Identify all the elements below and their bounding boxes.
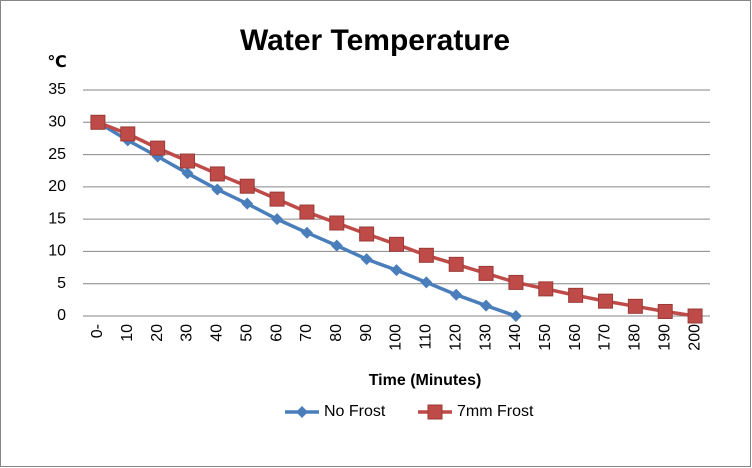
marker xyxy=(209,166,225,182)
marker xyxy=(478,265,494,281)
legend-item: 7mm Frost xyxy=(418,403,534,420)
marker xyxy=(181,167,194,180)
marker xyxy=(568,287,584,303)
x-tick-label: 0- xyxy=(89,324,106,338)
marker xyxy=(300,226,313,239)
x-tick-label: 40 xyxy=(209,324,226,342)
x-tick-label: 130 xyxy=(477,324,494,351)
y-tick-label: 15 xyxy=(48,210,66,227)
marker xyxy=(90,114,106,130)
marker xyxy=(480,299,493,312)
x-tick-label: 50 xyxy=(238,324,255,342)
marker xyxy=(687,308,703,324)
legend-label: No Frost xyxy=(324,403,386,420)
marker xyxy=(450,288,463,301)
x-tick-label: 30 xyxy=(179,324,196,342)
y-tick-label: 5 xyxy=(57,275,66,292)
marker xyxy=(330,239,343,252)
x-tick-label: 60 xyxy=(268,324,285,342)
legend-marker xyxy=(427,404,443,420)
x-tick-label: 190 xyxy=(656,324,673,351)
marker xyxy=(420,276,433,289)
marker xyxy=(180,153,195,169)
y-axis-label: ℃ xyxy=(47,54,66,71)
marker xyxy=(657,303,673,319)
x-tick-label: 10 xyxy=(119,324,136,342)
x-tick-label: 120 xyxy=(447,324,464,351)
legend-label: 7mm Frost xyxy=(457,403,534,420)
marker xyxy=(269,191,285,207)
marker xyxy=(360,253,373,266)
x-tick-label: 200 xyxy=(686,324,703,351)
y-tick-label: 35 xyxy=(48,81,66,98)
marker xyxy=(120,126,136,142)
y-tick-label: 20 xyxy=(48,178,66,195)
x-tick-label: 170 xyxy=(597,324,614,351)
x-tick-label: 180 xyxy=(627,324,644,351)
chart-title: Water Temperature xyxy=(240,24,510,57)
x-tick-label: 100 xyxy=(388,324,405,351)
marker xyxy=(627,298,643,314)
marker xyxy=(389,236,404,252)
marker xyxy=(329,215,345,231)
x-tick-label: 90 xyxy=(358,324,375,342)
marker xyxy=(598,293,613,309)
marker xyxy=(211,183,224,196)
y-tick-label: 25 xyxy=(48,146,66,163)
x-tick-label: 150 xyxy=(537,324,554,351)
marker xyxy=(509,310,522,322)
marker xyxy=(448,256,464,272)
marker xyxy=(508,274,524,290)
y-tick-label: 30 xyxy=(48,114,66,131)
x-tick-label: 70 xyxy=(298,324,315,342)
y-tick-label: 10 xyxy=(48,243,66,260)
legend-marker xyxy=(296,406,308,418)
x-tick-label: 160 xyxy=(567,324,584,351)
legend-item: No Frost xyxy=(285,403,386,420)
x-tick-label: 140 xyxy=(507,324,524,351)
marker xyxy=(239,178,255,194)
marker xyxy=(359,226,375,242)
marker xyxy=(150,140,166,156)
marker xyxy=(390,264,403,277)
x-tick-label: 20 xyxy=(149,324,166,342)
marker xyxy=(418,247,434,263)
x-tick-label: 80 xyxy=(328,324,345,342)
marker xyxy=(299,204,315,220)
marker xyxy=(271,213,284,226)
x-axis-label: Time (Minutes) xyxy=(369,372,482,389)
marker xyxy=(241,197,254,210)
y-tick-label: 0 xyxy=(57,307,66,324)
marker xyxy=(538,281,554,297)
x-tick-label: 110 xyxy=(418,324,435,350)
